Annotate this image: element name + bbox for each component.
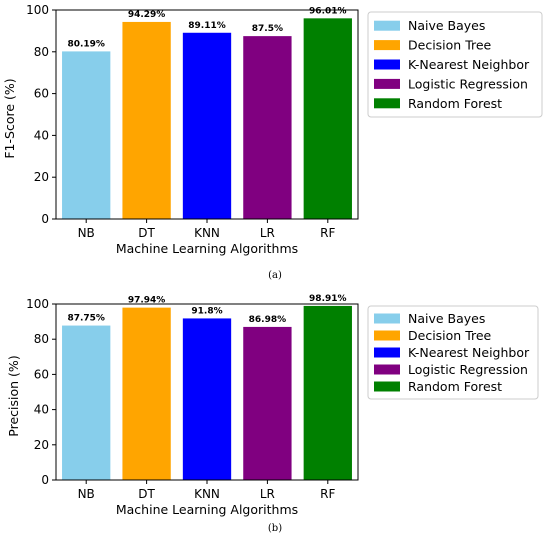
y-tick-label: 20	[34, 170, 49, 184]
data-label-nb: 87.75%	[67, 314, 105, 324]
legend-swatch-nb	[374, 313, 400, 324]
data-label-knn: 89.11%	[188, 21, 226, 31]
legend-swatch-lr	[374, 364, 400, 375]
x-axis-label: Machine Learning Algorithms	[116, 241, 298, 256]
bar-nb	[62, 325, 111, 480]
chart-1: 87.75% 97.94% 91.8% 86.98% 98.91% 0 20 40 60 80 10…	[6, 294, 539, 534]
legend-box	[367, 11, 543, 118]
legend-label-nb: Naive Bayes	[408, 18, 485, 33]
y-tick-label: 40	[34, 128, 49, 142]
legend-swatch-nb	[374, 20, 400, 31]
bar-nb	[62, 51, 111, 220]
legend-label-rf: Random Forest	[408, 96, 502, 111]
bar-rf	[303, 18, 352, 220]
legend-swatch-rf	[374, 98, 400, 109]
y-tick-label: 80	[34, 45, 49, 59]
y-tick-label: 0	[41, 212, 49, 226]
legend-label-lr: Logistic Regression	[408, 76, 528, 91]
y-tick-label: 20	[34, 438, 49, 452]
legend-box	[367, 305, 539, 400]
figure-caption: (a)	[268, 270, 282, 281]
y-tick-label: 100	[26, 3, 49, 17]
x-tick-label-nb: NB	[78, 487, 95, 501]
y-tick-label: 60	[34, 87, 49, 101]
x-tick-label-lr: LR	[260, 487, 275, 501]
x-tick-label-lr: LR	[260, 226, 275, 240]
bar-knn	[182, 32, 232, 219]
legend-label-dt: Decision Tree	[408, 38, 492, 53]
y-tick-label: 80	[34, 332, 49, 346]
legend: Naive Bayes Decision Tree K-Nearest Neighb…	[367, 11, 543, 118]
bar-lr	[243, 36, 292, 219]
legend-swatch-knn	[374, 59, 400, 70]
x-tick-label-nb: NB	[78, 226, 95, 240]
legend-label-knn: K-Nearest Neighbor	[408, 345, 530, 360]
data-label-lr: 86.98%	[249, 315, 287, 325]
legend-label-knn: K-Nearest Neighbor	[408, 57, 530, 72]
chart-0: 80.19% 94.29% 89.11% 87.5% 96.01% 0 20 40 60 80 10…	[2, 3, 543, 281]
y-axis-label: F1-Score (%)	[2, 78, 17, 158]
x-tick-label-knn: KNN	[194, 487, 220, 501]
y-tick-label: 100	[26, 297, 49, 311]
bar-lr	[243, 326, 292, 480]
x-axis-label: Machine Learning Algorithms	[116, 502, 298, 517]
legend-label-rf: Random Forest	[408, 379, 502, 394]
legend-label-dt: Decision Tree	[408, 328, 492, 343]
data-label-dt: 94.29%	[128, 10, 166, 20]
legend-swatch-dt	[374, 40, 400, 51]
data-label-knn: 91.8%	[191, 306, 222, 316]
legend-swatch-lr	[374, 78, 400, 89]
x-tick-label-dt: DT	[138, 226, 155, 240]
x-tick-label-rf: RF	[320, 226, 335, 240]
data-label-rf: 96.01%	[309, 6, 347, 16]
y-tick-label: 40	[34, 403, 49, 417]
x-tick-label-rf: RF	[320, 487, 335, 501]
data-label-dt: 97.94%	[128, 296, 166, 306]
figure-caption: (b)	[268, 523, 282, 534]
bar-rf	[303, 305, 352, 480]
x-tick-label-knn: KNN	[194, 226, 220, 240]
legend-label-nb: Naive Bayes	[408, 311, 485, 326]
data-label-rf: 98.91%	[309, 294, 347, 304]
legend-label-lr: Logistic Regression	[408, 362, 528, 377]
bar-knn	[182, 318, 232, 480]
y-tick-label: 0	[41, 473, 49, 487]
legend-swatch-rf	[374, 381, 400, 392]
data-label-lr: 87.5%	[252, 24, 283, 34]
y-tick-label: 60	[34, 367, 49, 381]
legend: Naive Bayes Decision Tree K-Nearest Neighb…	[367, 305, 539, 400]
x-tick-label-dt: DT	[138, 487, 155, 501]
legend-swatch-dt	[374, 330, 400, 341]
bar-dt	[122, 21, 171, 220]
bar-dt	[122, 307, 171, 480]
y-axis-label: Precision (%)	[6, 355, 21, 436]
legend-swatch-knn	[374, 347, 400, 358]
data-label-nb: 80.19%	[67, 39, 105, 49]
